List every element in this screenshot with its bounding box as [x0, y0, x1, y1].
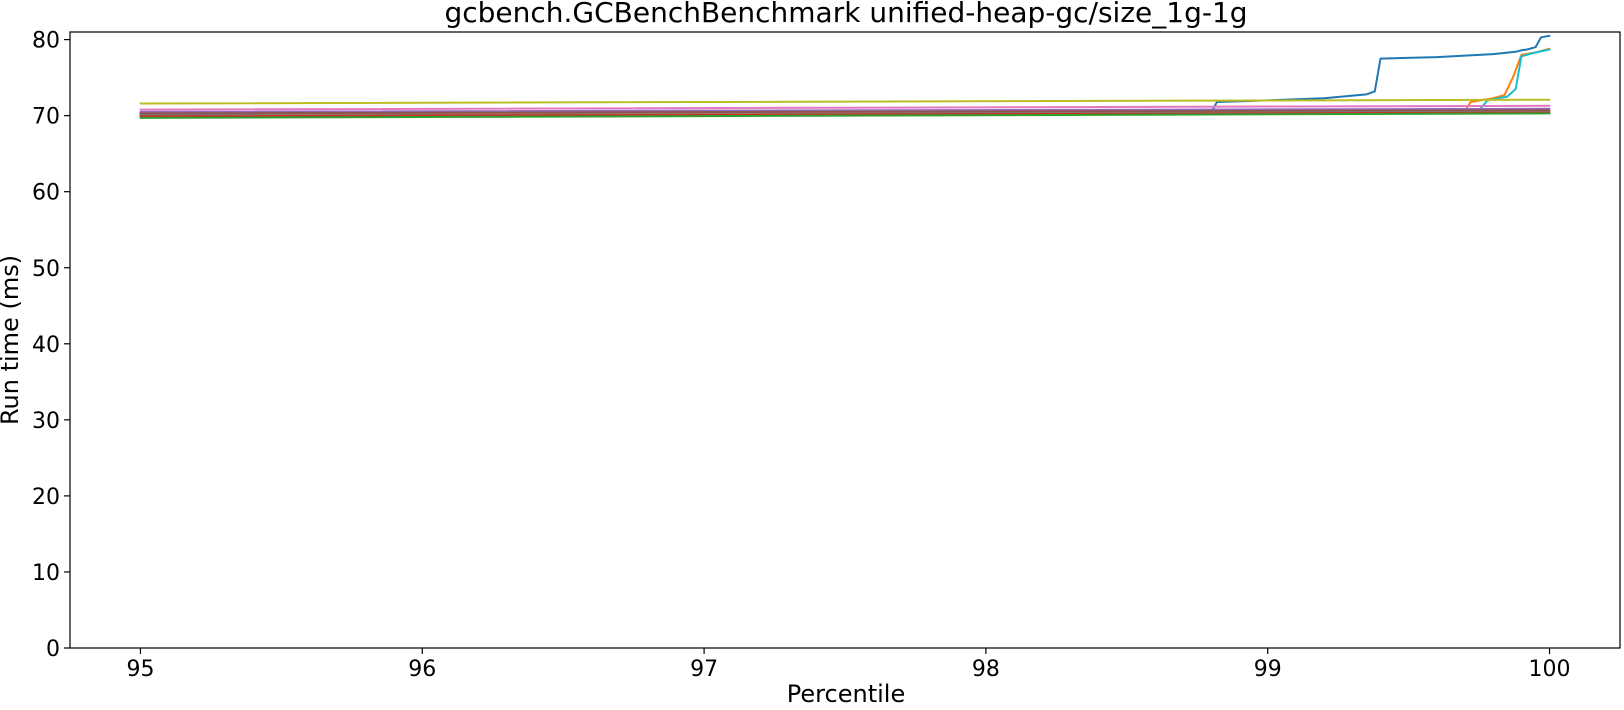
x-axis: 95 96 97 98 99 100	[126, 648, 1571, 682]
series-line-10	[139, 112, 1551, 119]
y-tick-label: 80	[32, 29, 60, 54]
y-tick-label: 70	[32, 105, 60, 130]
x-tick-label: 98	[972, 657, 1000, 682]
y-tick-label: 30	[32, 409, 60, 434]
series-line-7	[139, 109, 1551, 115]
chart-title: gcbench.GCBenchBenchmark unified-heap-gc…	[444, 0, 1247, 29]
series-line-4	[139, 98, 1551, 105]
series-line-5	[139, 104, 1551, 111]
y-tick-label: 10	[32, 561, 60, 586]
x-tick-label: 97	[690, 657, 718, 682]
y-tick-label: 60	[32, 181, 60, 206]
y-axis-label: Run time (ms)	[0, 255, 24, 425]
x-tick-label: 96	[408, 657, 436, 682]
x-tick-label: 95	[126, 657, 154, 682]
plot-area-frame	[69, 31, 1621, 649]
y-tick-label: 50	[32, 257, 60, 282]
series-line-6	[139, 107, 1551, 113]
x-tick-label: 99	[1254, 657, 1282, 682]
y-tick-label: 0	[46, 637, 60, 662]
x-axis-label: Percentile	[787, 680, 905, 708]
series-group	[139, 34, 1551, 119]
y-tick-label: 40	[32, 333, 60, 358]
y-tick-label: 20	[32, 485, 60, 510]
y-axis: 0 10 20 30 40 50 60 70 80	[32, 29, 70, 662]
x-tick-label: 100	[1529, 657, 1571, 682]
